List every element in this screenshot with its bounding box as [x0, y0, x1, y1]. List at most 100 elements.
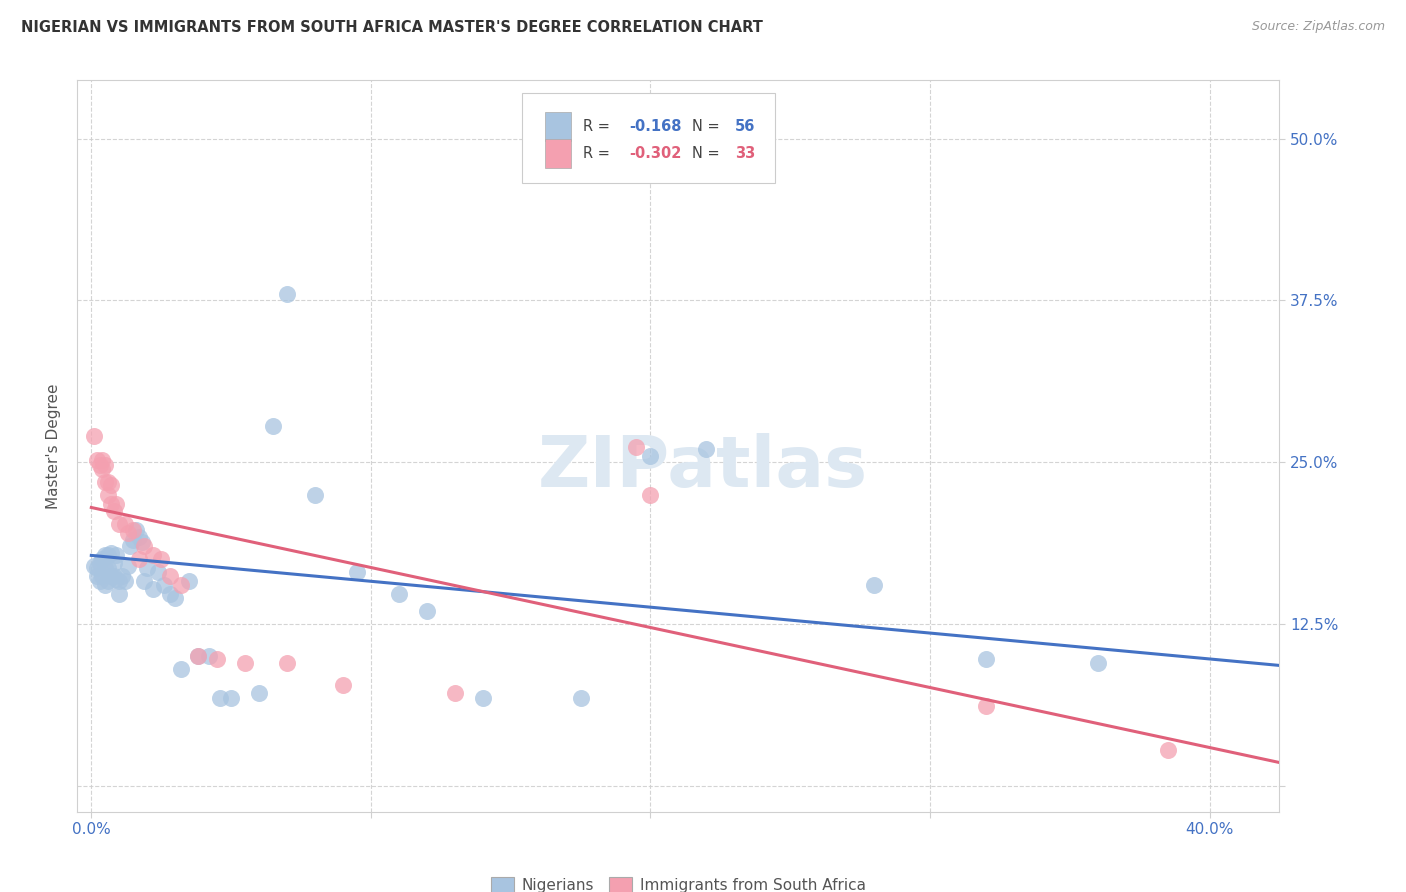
Legend: Nigerians, Immigrants from South Africa: Nigerians, Immigrants from South Africa: [485, 871, 872, 892]
Point: [640, 449, 662, 463]
Point: [89, 458, 111, 472]
Bar: [546, 112, 571, 141]
Point: [86, 561, 108, 575]
Point: [103, 556, 125, 570]
Point: [974, 652, 997, 666]
Text: Source: ZipAtlas.com: Source: ZipAtlas.com: [1251, 20, 1385, 33]
Point: [346, 566, 368, 580]
Point: [97, 574, 120, 589]
Point: [105, 572, 128, 586]
Point: [103, 504, 125, 518]
Point: [262, 419, 284, 434]
Point: [83, 558, 105, 573]
Point: [86, 452, 108, 467]
Point: [97, 561, 120, 575]
Point: [97, 487, 120, 501]
Text: N =: N =: [692, 146, 724, 161]
Point: [105, 497, 128, 511]
Point: [148, 566, 170, 580]
Point: [91, 461, 114, 475]
Point: [153, 578, 176, 592]
Y-axis label: Master's Degree: Master's Degree: [46, 384, 62, 508]
Point: [91, 452, 114, 467]
Point: [131, 535, 153, 549]
Point: [134, 539, 156, 553]
Point: [97, 475, 120, 489]
Point: [94, 578, 117, 592]
Point: [136, 561, 159, 575]
Point: [247, 685, 270, 699]
Point: [100, 546, 122, 560]
Point: [142, 582, 165, 596]
Text: 56: 56: [735, 119, 755, 134]
Point: [233, 656, 256, 670]
Point: [179, 574, 201, 589]
Point: [117, 558, 139, 573]
Point: [108, 574, 131, 589]
Text: -0.302: -0.302: [628, 146, 682, 161]
Point: [695, 442, 717, 457]
Point: [114, 574, 136, 589]
Point: [170, 662, 193, 676]
Point: [974, 698, 997, 713]
Point: [128, 530, 150, 544]
Bar: [546, 139, 571, 168]
Point: [91, 552, 114, 566]
Point: [388, 587, 411, 601]
Point: [205, 652, 228, 666]
Point: [125, 523, 148, 537]
Point: [94, 475, 117, 489]
Point: [276, 656, 298, 670]
Point: [117, 526, 139, 541]
Point: [114, 517, 136, 532]
Point: [103, 569, 125, 583]
Point: [170, 578, 193, 592]
Point: [569, 690, 592, 705]
Point: [208, 690, 231, 705]
Point: [100, 497, 122, 511]
Point: [89, 574, 111, 589]
Point: [626, 440, 648, 454]
Point: [105, 549, 128, 563]
Point: [91, 569, 114, 583]
Point: [159, 569, 181, 583]
Point: [332, 678, 354, 692]
Point: [108, 517, 131, 532]
Point: [471, 690, 494, 705]
Point: [187, 649, 209, 664]
Point: [165, 591, 187, 606]
Point: [122, 533, 145, 547]
FancyBboxPatch shape: [522, 94, 775, 183]
Point: [187, 649, 209, 664]
Text: ZIPatlas: ZIPatlas: [537, 434, 868, 502]
Text: NIGERIAN VS IMMIGRANTS FROM SOUTH AFRICA MASTER'S DEGREE CORRELATION CHART: NIGERIAN VS IMMIGRANTS FROM SOUTH AFRICA…: [21, 20, 763, 35]
Point: [640, 487, 662, 501]
Point: [89, 556, 111, 570]
Point: [150, 552, 173, 566]
Point: [416, 604, 439, 618]
Point: [100, 569, 122, 583]
Point: [443, 685, 465, 699]
Text: R =: R =: [583, 146, 614, 161]
Point: [111, 569, 134, 583]
Point: [1156, 742, 1178, 756]
Text: R =: R =: [583, 119, 614, 134]
Point: [197, 649, 219, 664]
Point: [122, 523, 145, 537]
Point: [219, 690, 242, 705]
Point: [134, 574, 156, 589]
Text: -0.168: -0.168: [628, 119, 682, 134]
Point: [94, 549, 117, 563]
Point: [276, 286, 298, 301]
Point: [1087, 656, 1109, 670]
Point: [159, 587, 181, 601]
Point: [100, 478, 122, 492]
Point: [128, 552, 150, 566]
Point: [142, 549, 165, 563]
Point: [83, 429, 105, 443]
Text: N =: N =: [692, 119, 724, 134]
Point: [86, 569, 108, 583]
Point: [97, 549, 120, 563]
Text: 33: 33: [735, 146, 755, 161]
Point: [94, 561, 117, 575]
